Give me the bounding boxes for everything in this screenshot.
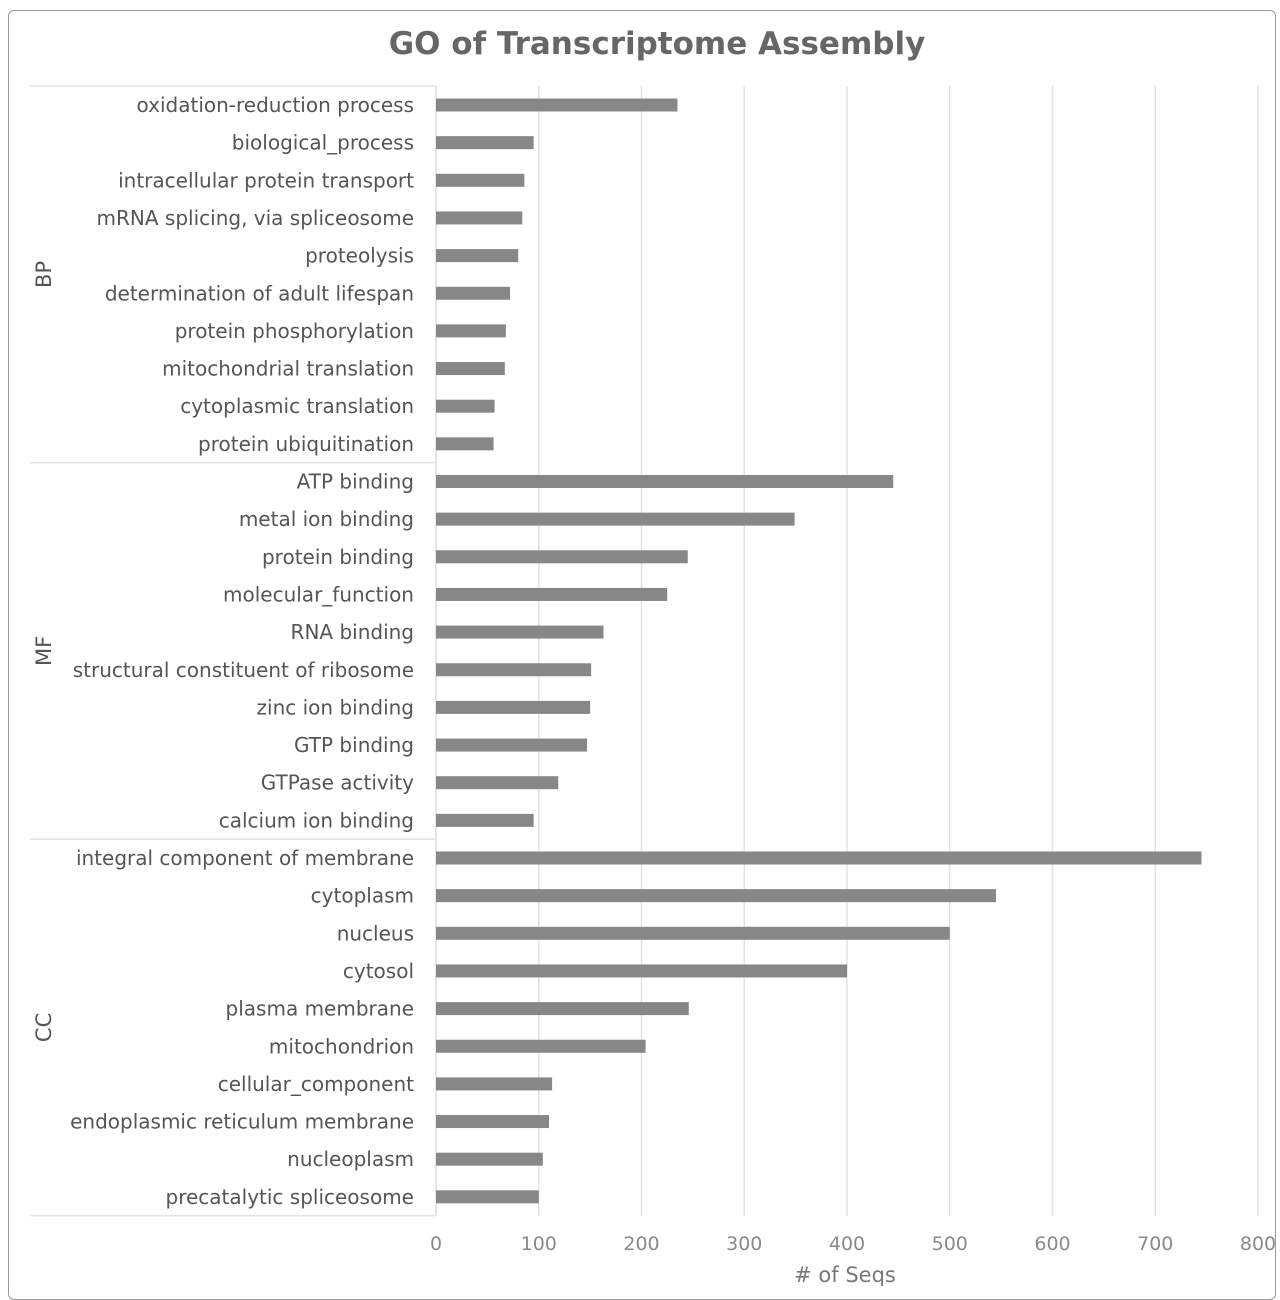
bar <box>436 362 505 376</box>
bar <box>436 1152 543 1166</box>
bar <box>436 399 495 413</box>
x-tick-label: 0 <box>430 1233 442 1255</box>
x-tick-label: 100 <box>521 1233 557 1255</box>
bar <box>436 813 534 827</box>
bar <box>436 889 996 903</box>
bar <box>436 211 523 225</box>
category-label: mRNA splicing, via spliceosome <box>97 206 414 230</box>
bar <box>436 964 847 978</box>
bars <box>436 98 1202 1204</box>
bar <box>436 324 506 338</box>
category-label: integral component of membrane <box>76 846 414 870</box>
category-label: nucleoplasm <box>287 1147 414 1171</box>
bar <box>436 663 592 677</box>
category-label: GTP binding <box>294 733 414 757</box>
bar <box>436 173 525 187</box>
x-tick-label: 200 <box>623 1233 659 1255</box>
category-label: precatalytic spliceosome <box>166 1185 415 1209</box>
category-label: cellular_component <box>218 1072 414 1096</box>
category-label: GTPase activity <box>261 771 414 795</box>
x-tick-label: 700 <box>1137 1233 1173 1255</box>
group-separators <box>30 85 437 1217</box>
category-label: metal ion binding <box>239 507 414 531</box>
bar <box>436 1039 646 1053</box>
category-label: mitochondrion <box>269 1034 414 1058</box>
chart-title: GO of Transcriptome Assembly <box>389 26 926 62</box>
category-label: cytoplasm <box>311 884 414 908</box>
bar <box>436 475 894 488</box>
bar <box>436 437 494 451</box>
bar <box>436 1002 689 1016</box>
bar <box>436 1190 539 1204</box>
category-label: oxidation-reduction process <box>137 93 414 117</box>
category-label: molecular_function <box>223 582 414 606</box>
bar <box>436 249 519 263</box>
category-label: biological_process <box>232 131 414 155</box>
x-tick-label: 800 <box>1240 1233 1276 1255</box>
category-label: plasma membrane <box>226 997 414 1021</box>
category-labels: oxidation-reduction process biological_pr… <box>70 93 414 1209</box>
x-tick-label: 500 <box>932 1233 968 1255</box>
bar <box>436 98 678 112</box>
category-label: protein ubiquitination <box>198 432 414 456</box>
category-label: ATP binding <box>297 470 414 494</box>
bar <box>436 1115 550 1129</box>
category-label: calcium ion binding <box>219 808 414 832</box>
bar <box>436 550 688 564</box>
category-label: cytosol <box>343 959 414 983</box>
bar <box>436 700 591 714</box>
category-label: determination of adult lifespan <box>105 281 414 305</box>
bar <box>436 587 668 601</box>
bar <box>436 1077 553 1091</box>
bar <box>436 851 1202 865</box>
group-label: CC <box>32 1013 56 1042</box>
bar <box>436 512 795 526</box>
x-tick-label: 300 <box>726 1233 762 1255</box>
category-label: nucleus <box>337 921 414 945</box>
category-label: proteolysis <box>305 244 414 268</box>
category-label: protein binding <box>262 545 414 569</box>
group-label: BP <box>32 261 56 288</box>
category-label: endoplasmic reticulum membrane <box>70 1110 414 1134</box>
category-label: protein phosphorylation <box>175 319 414 343</box>
category-label: mitochondrial translation <box>162 357 414 381</box>
group-labels: BP MF CC <box>32 261 56 1042</box>
bar <box>436 286 510 300</box>
category-label: RNA binding <box>291 620 414 644</box>
bar <box>436 625 604 639</box>
category-label: structural constituent of ribosome <box>73 658 414 682</box>
bar <box>436 776 559 790</box>
x-tick-labels: 0 100 200 300 400 500 600 700 800 <box>430 1233 1276 1255</box>
x-tick-label: 400 <box>829 1233 865 1255</box>
bar <box>436 738 588 752</box>
group-label: MF <box>32 636 56 666</box>
category-label: intracellular protein transport <box>118 168 414 192</box>
category-label: zinc ion binding <box>257 695 414 719</box>
category-label: cytoplasmic translation <box>180 394 414 418</box>
x-axis-title: # of Seqs <box>794 1263 896 1286</box>
bar <box>436 136 534 150</box>
x-tick-label: 600 <box>1034 1233 1070 1255</box>
bar <box>436 926 950 940</box>
